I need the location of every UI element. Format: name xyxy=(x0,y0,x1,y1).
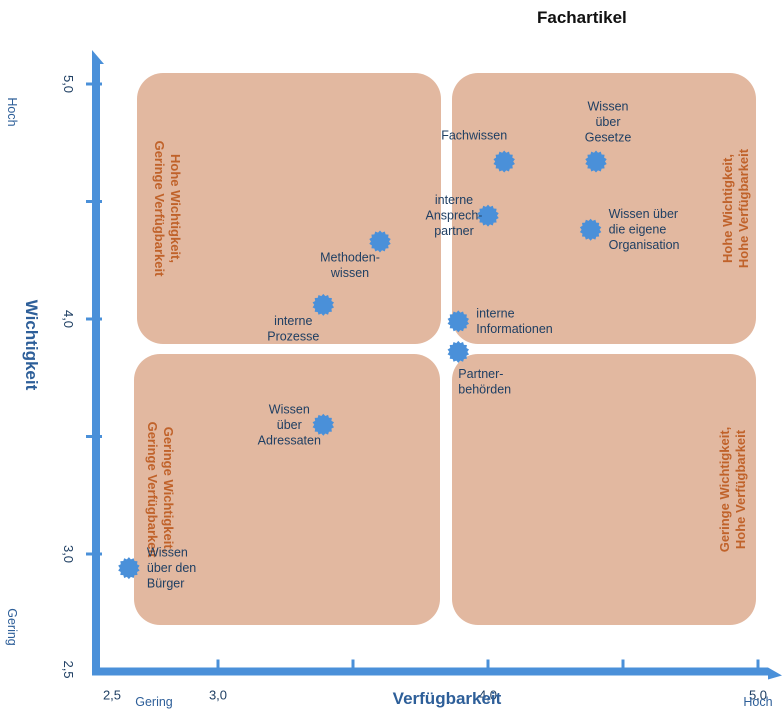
quadrant-label-line: Hohe Verfügbarkeit xyxy=(733,429,748,549)
point-label-line: Organisation xyxy=(609,238,680,252)
point-label-line: Wissen xyxy=(147,546,188,560)
y-tick xyxy=(86,552,102,556)
point-label: interne Prozesse xyxy=(267,314,319,344)
point-label-line: Ansprech- xyxy=(426,209,483,223)
point-label-line: die eigene xyxy=(609,223,667,237)
x-axis-title: Verfügbarkeit xyxy=(393,689,502,708)
point-label: interne Ansprech-partner xyxy=(426,193,483,238)
point-label-line: Methoden- xyxy=(320,250,380,264)
x-axis-line xyxy=(92,667,768,676)
quadrant-top-right xyxy=(452,73,756,344)
quadrant-bottom-right xyxy=(452,354,756,625)
data-point xyxy=(312,413,335,436)
axes-layer: 2,5 3,0 4,0 5,0 5,0 4,0 3,0 2,5 xyxy=(61,50,782,703)
x-end-label-high: Hoch xyxy=(743,695,772,709)
x-tick xyxy=(351,659,355,676)
y-axis-arrow xyxy=(92,50,104,64)
x-tick xyxy=(756,659,760,676)
data-point xyxy=(118,557,140,580)
x-tick xyxy=(621,659,625,676)
point-label-line: über den xyxy=(147,561,196,575)
y-tick-label: 2,5 xyxy=(61,660,76,678)
data-point xyxy=(579,218,602,241)
y-tick xyxy=(86,200,102,203)
point-label-line: interne xyxy=(274,314,312,328)
data-point xyxy=(312,293,335,316)
y-tick-label: 3,0 xyxy=(61,545,76,563)
y-axis-title: Wichtigkeit xyxy=(22,300,41,391)
point-label-line: Partner- xyxy=(458,367,503,381)
x-tick xyxy=(486,659,490,676)
point-label-line: Wissen xyxy=(588,100,629,114)
x-tick-label: 4,0 xyxy=(479,688,497,703)
quadrant-label-bottom-left: Geringe Wichtigkeit,Geringe Verfügbarkei… xyxy=(145,422,176,558)
y-tick-label: 5,0 xyxy=(61,75,76,93)
quadrant-top-left xyxy=(137,73,441,344)
data-point xyxy=(369,230,391,253)
x-tick-label: 2,5 xyxy=(103,688,121,703)
quadrant-label-line: Geringe Wichtigkeit, xyxy=(717,427,732,553)
y-end-label-low: Gering xyxy=(5,608,19,646)
data-point xyxy=(447,340,470,363)
quadrant-label-line: Hohe Wichtigkeit, xyxy=(720,154,735,263)
point-label-line: interne xyxy=(476,307,514,321)
y-tick-label: 4,0 xyxy=(61,310,76,328)
y-tick xyxy=(86,435,102,438)
point-label-line: Informationen xyxy=(476,322,552,336)
quadrant-label-line: Hohe Wichtigkeit, xyxy=(168,154,183,263)
point-label-line: Adressaten xyxy=(258,433,321,447)
data-point xyxy=(493,150,515,173)
data-point xyxy=(585,150,607,173)
x-axis-arrow xyxy=(768,667,782,680)
point-label: interne Informationen xyxy=(476,307,552,337)
data-point xyxy=(477,204,499,227)
quadrant-bottom-left xyxy=(134,354,440,625)
point-label: Partner-behörden xyxy=(458,367,511,397)
point-label: Wissen über Adressaten xyxy=(258,402,321,447)
point-label: Wissen über Gesetze xyxy=(585,100,632,145)
point-label-line: Wissen xyxy=(269,402,310,416)
point-label-line: über xyxy=(595,115,620,129)
point-label-line: Fachwissen xyxy=(441,129,507,143)
x-tick-label: 3,0 xyxy=(209,688,227,703)
y-tick xyxy=(86,82,102,86)
quadrant-label-line: Hohe Verfügbarkeit xyxy=(736,148,751,268)
point-label: Wissen über die eigene Organisation xyxy=(609,207,680,252)
point-label-line: interne xyxy=(435,193,473,207)
quadrant-layer: Hohe Wichtigkeit,Geringe Verfügbarkeit Ho… xyxy=(134,73,756,625)
x-end-label-low: Gering xyxy=(135,695,173,709)
y-end-label-high: Hoch xyxy=(5,97,19,126)
header-label: Fachartikel xyxy=(537,8,627,27)
point-label-line: Wissen über xyxy=(609,207,678,221)
y-tick xyxy=(86,317,102,321)
data-point xyxy=(447,310,470,333)
point-label: Fachwissen xyxy=(441,129,507,143)
quadrant-label-bottom-right: Geringe Wichtigkeit,Hohe Verfügbarkeit xyxy=(717,427,748,553)
quadrant-label-top-left: Hohe Wichtigkeit,Geringe Verfügbarkeit xyxy=(152,141,183,277)
point-label-line: wissen xyxy=(330,266,369,280)
x-tick-label: 5,0 xyxy=(749,688,767,703)
point-label-line: Bürger xyxy=(147,577,185,591)
article-header: Fachartikel xyxy=(0,0,782,40)
x-tick xyxy=(216,659,220,676)
point-label-line: behörden xyxy=(458,382,511,396)
quadrant-label-line: Geringe Verfügbarkeit xyxy=(152,141,167,277)
point-label-line: Gesetze xyxy=(585,131,632,145)
quadrant-label-line: Geringe Wichtigkeit, xyxy=(161,427,176,553)
quadrant-label-top-right: Hohe Wichtigkeit,Hohe Verfügbarkeit xyxy=(720,148,751,268)
point-label-line: Prozesse xyxy=(267,329,319,343)
point-label: Methoden-wissen xyxy=(320,250,380,280)
y-axis-line xyxy=(92,64,100,676)
point-label-line: partner xyxy=(434,224,474,238)
point-label-line: über xyxy=(277,418,302,432)
point-label: Wissen über den Bürger xyxy=(147,546,196,591)
quadrant-label-line: Geringe Verfügbarkeit xyxy=(145,422,160,558)
